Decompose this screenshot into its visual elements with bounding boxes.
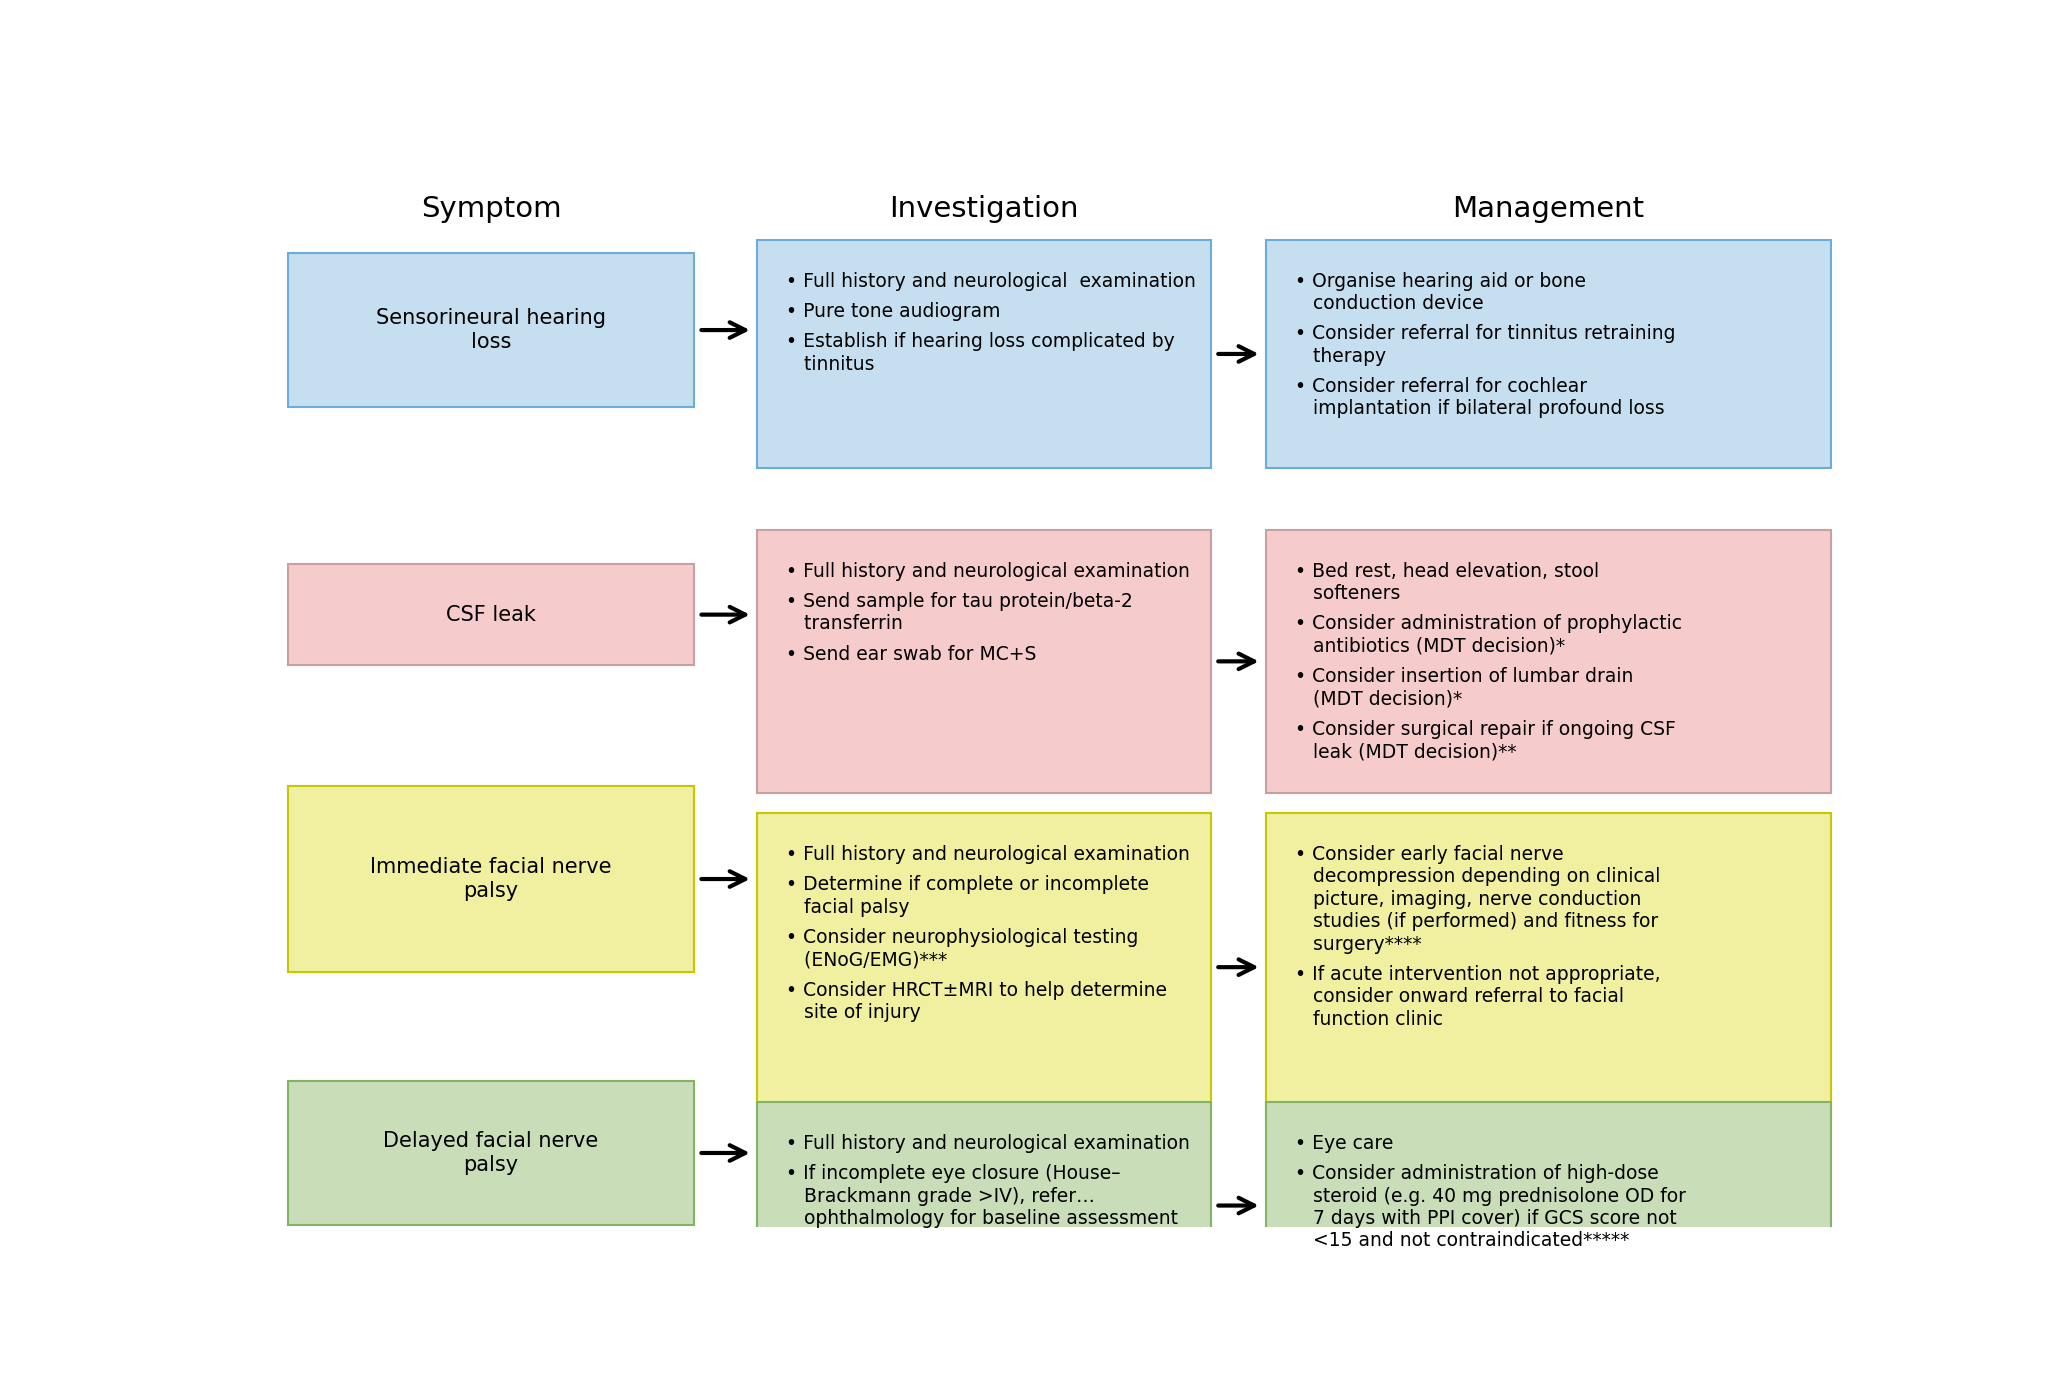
Text: Symptom: Symptom (421, 196, 562, 223)
Text: • Full history and neurological examination: • Full history and neurological examinat… (786, 845, 1190, 865)
Text: • Establish if hearing loss complicated by: • Establish if hearing loss complicated … (786, 332, 1176, 352)
Text: Investigation: Investigation (889, 196, 1079, 223)
FancyBboxPatch shape (287, 564, 694, 665)
Text: • Full history and neurological examination: • Full history and neurological examinat… (786, 561, 1190, 581)
Text: • If incomplete eye closure (House–: • If incomplete eye closure (House– (786, 1164, 1120, 1183)
Text: <15 and not contraindicated*****: <15 and not contraindicated***** (1295, 1231, 1629, 1251)
Text: steroid (e.g. 40 mg prednisolone OD for: steroid (e.g. 40 mg prednisolone OD for (1295, 1186, 1687, 1205)
FancyBboxPatch shape (287, 254, 694, 407)
FancyBboxPatch shape (1266, 530, 1830, 793)
Text: • Consider referral for tinnitus retraining: • Consider referral for tinnitus retrain… (1295, 324, 1676, 343)
Text: • Consider insertion of lumbar drain: • Consider insertion of lumbar drain (1295, 667, 1633, 685)
Text: • Consider administration of high-dose: • Consider administration of high-dose (1295, 1164, 1658, 1183)
Text: studies (if performed) and fitness for: studies (if performed) and fitness for (1295, 912, 1658, 931)
Text: implantation if bilateral profound loss: implantation if bilateral profound loss (1295, 400, 1664, 418)
Text: site of injury: site of injury (786, 1003, 921, 1022)
FancyBboxPatch shape (757, 1102, 1211, 1309)
FancyBboxPatch shape (757, 240, 1211, 467)
Text: 7 days with PPI cover) if GCS score not: 7 days with PPI cover) if GCS score not (1295, 1209, 1676, 1227)
Text: surgery****: surgery**** (1295, 935, 1422, 953)
Text: facial palsy: facial palsy (786, 898, 909, 917)
Text: softeners: softeners (1295, 583, 1399, 603)
Text: • Consider administration of prophylactic: • Consider administration of prophylacti… (1295, 614, 1683, 633)
Text: • Consider HRCT±MRI to help determine: • Consider HRCT±MRI to help determine (786, 980, 1168, 1000)
Text: • Consider neurophysiological testing: • Consider neurophysiological testing (786, 928, 1139, 947)
FancyBboxPatch shape (1266, 814, 1830, 1121)
Text: consider onward referral to facial: consider onward referral to facial (1295, 987, 1623, 1007)
Text: CSF leak: CSF leak (445, 604, 536, 625)
Text: • Determine if complete or incomplete: • Determine if complete or incomplete (786, 876, 1149, 895)
Text: • Eye care: • Eye care (1295, 1134, 1393, 1153)
FancyBboxPatch shape (1266, 1102, 1830, 1309)
Text: therapy: therapy (1295, 346, 1385, 365)
Text: • Send ear swab for MC+S: • Send ear swab for MC+S (786, 644, 1036, 663)
Text: Management: Management (1453, 196, 1646, 223)
Text: • If acute intervention not appropriate,: • If acute intervention not appropriate, (1295, 965, 1660, 983)
Text: • Pure tone audiogram: • Pure tone audiogram (786, 302, 1001, 321)
FancyBboxPatch shape (287, 786, 694, 972)
Text: • Send sample for tau protein/beta-2: • Send sample for tau protein/beta-2 (786, 592, 1133, 611)
FancyBboxPatch shape (1266, 240, 1830, 467)
FancyBboxPatch shape (757, 814, 1211, 1121)
Text: Immediate facial nerve
palsy: Immediate facial nerve palsy (369, 858, 611, 900)
Text: • Full history and neurological  examination: • Full history and neurological examinat… (786, 272, 1196, 291)
Text: leak (MDT decision)**: leak (MDT decision)** (1295, 742, 1516, 761)
Text: function clinic: function clinic (1295, 1009, 1443, 1029)
Text: (MDT decision)*: (MDT decision)* (1295, 690, 1463, 709)
FancyBboxPatch shape (287, 1081, 694, 1225)
Text: • Full history and neurological examination: • Full history and neurological examinat… (786, 1134, 1190, 1153)
Text: tinnitus: tinnitus (786, 354, 874, 374)
Text: decompression depending on clinical: decompression depending on clinical (1295, 867, 1660, 887)
Text: Sensorineural hearing
loss: Sensorineural hearing loss (376, 309, 605, 352)
Text: picture, imaging, nerve conduction: picture, imaging, nerve conduction (1295, 889, 1642, 909)
Text: • Organise hearing aid or bone: • Organise hearing aid or bone (1295, 272, 1586, 291)
Text: conduction device: conduction device (1295, 294, 1484, 313)
Text: antibiotics (MDT decision)*: antibiotics (MDT decision)* (1295, 637, 1566, 655)
Text: • Bed rest, head elevation, stool: • Bed rest, head elevation, stool (1295, 561, 1599, 581)
Text: Delayed facial nerve
palsy: Delayed facial nerve palsy (384, 1131, 599, 1175)
Text: • Consider surgical repair if ongoing CSF: • Consider surgical repair if ongoing CS… (1295, 720, 1676, 739)
Text: (ENoG/EMG)***: (ENoG/EMG)*** (786, 950, 948, 969)
Text: transferrin: transferrin (786, 614, 903, 633)
Text: • Consider referral for cochlear: • Consider referral for cochlear (1295, 376, 1586, 396)
Text: ophthalmology for baseline assessment: ophthalmology for baseline assessment (786, 1209, 1178, 1227)
Text: Brackmann grade >IV), refer…: Brackmann grade >IV), refer… (786, 1186, 1096, 1205)
Text: • Consider early facial nerve: • Consider early facial nerve (1295, 845, 1564, 865)
FancyBboxPatch shape (757, 530, 1211, 793)
